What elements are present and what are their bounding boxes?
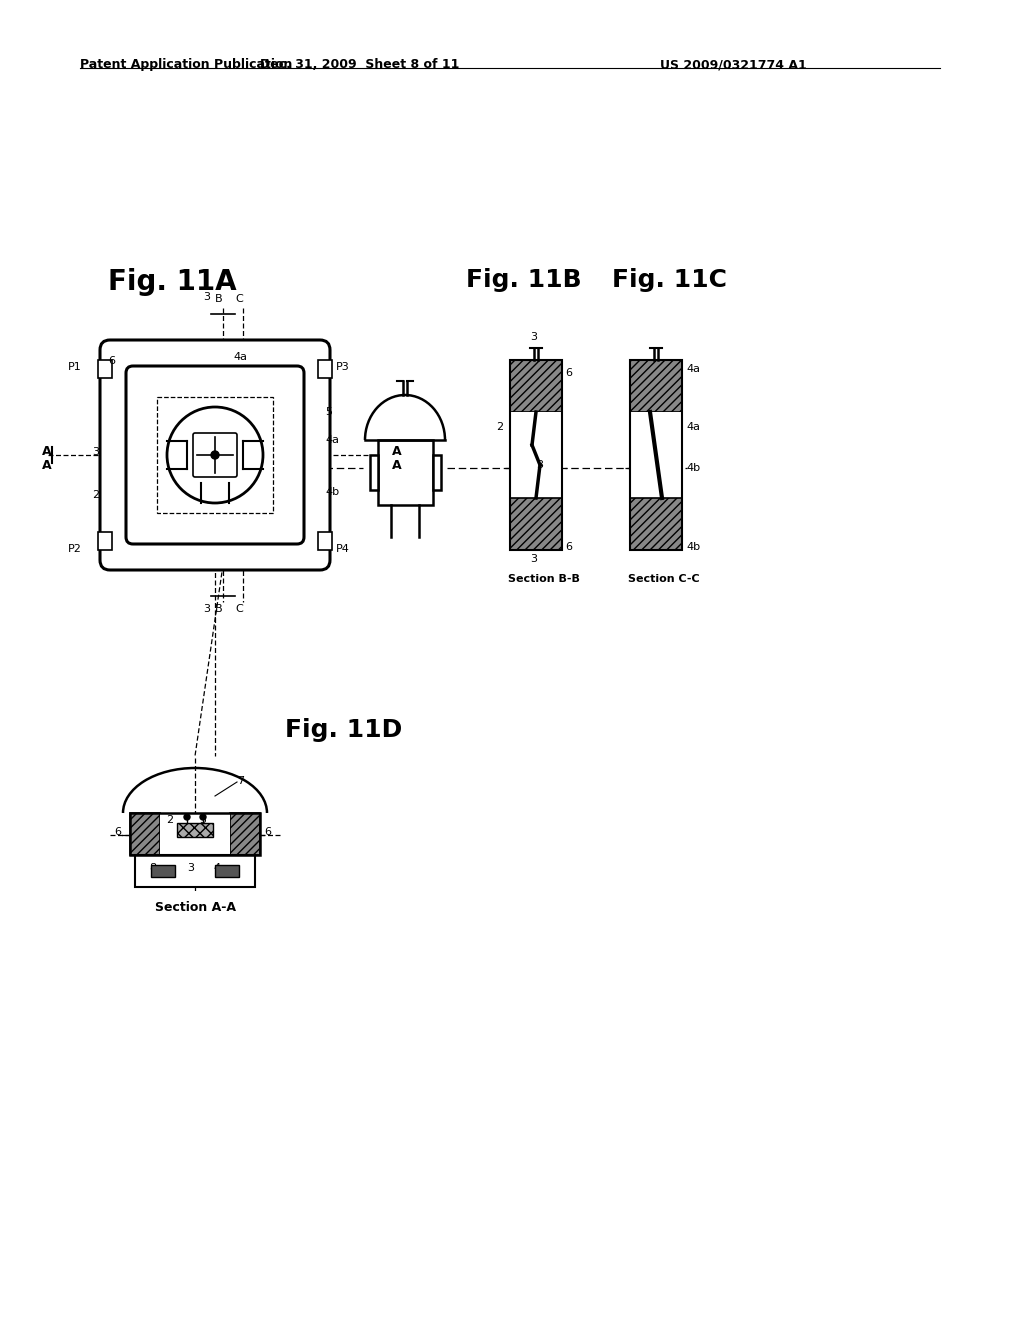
- Bar: [130, 813, 260, 855]
- Text: 4a: 4a: [686, 422, 700, 432]
- Bar: [630, 360, 682, 550]
- Text: 3: 3: [92, 447, 99, 457]
- Bar: [510, 360, 562, 550]
- Bar: [630, 412, 682, 498]
- Bar: [177, 822, 213, 837]
- FancyBboxPatch shape: [100, 341, 330, 570]
- Text: 5: 5: [325, 407, 332, 417]
- Circle shape: [200, 814, 206, 820]
- Text: 6: 6: [264, 828, 271, 837]
- Text: 2: 2: [496, 422, 503, 432]
- Text: Fig. 11C: Fig. 11C: [612, 268, 727, 292]
- Bar: [432, 455, 440, 490]
- FancyBboxPatch shape: [193, 433, 237, 477]
- FancyBboxPatch shape: [126, 366, 304, 544]
- Text: 3: 3: [530, 333, 538, 342]
- Text: Section B-B: Section B-B: [508, 574, 580, 583]
- Text: C: C: [236, 605, 243, 614]
- Text: 4a: 4a: [686, 364, 700, 374]
- Text: Fig. 11D: Fig. 11D: [285, 718, 402, 742]
- Text: Dec. 31, 2009  Sheet 8 of 11: Dec. 31, 2009 Sheet 8 of 11: [260, 58, 460, 71]
- Bar: [98, 360, 112, 378]
- Text: 6: 6: [108, 356, 115, 366]
- Text: P1: P1: [68, 362, 82, 372]
- Bar: [510, 498, 562, 550]
- Text: 4b: 4b: [686, 463, 700, 473]
- Bar: [230, 813, 260, 855]
- Text: 4b: 4b: [325, 487, 339, 498]
- Bar: [378, 440, 432, 506]
- Bar: [130, 813, 160, 855]
- Bar: [370, 455, 378, 490]
- Text: 4: 4: [213, 863, 220, 873]
- Text: 8: 8: [150, 863, 156, 873]
- Text: 2: 2: [92, 490, 99, 500]
- Bar: [215, 865, 239, 876]
- Text: 6: 6: [114, 828, 121, 837]
- Text: P2: P2: [68, 544, 82, 554]
- Text: B: B: [215, 605, 223, 614]
- Bar: [318, 532, 332, 550]
- Text: A: A: [42, 459, 51, 473]
- Text: A: A: [42, 445, 51, 458]
- Bar: [630, 360, 682, 412]
- Bar: [318, 360, 332, 378]
- Text: Fig. 11A: Fig. 11A: [108, 268, 237, 296]
- Text: US 2009/0321774 A1: US 2009/0321774 A1: [660, 58, 807, 71]
- Bar: [157, 397, 273, 513]
- Bar: [160, 813, 230, 855]
- Text: 3: 3: [530, 554, 538, 564]
- Text: Section C-C: Section C-C: [628, 574, 699, 583]
- Circle shape: [184, 814, 190, 820]
- Text: B: B: [215, 294, 223, 304]
- Text: 4a: 4a: [325, 436, 339, 445]
- Text: 2: 2: [166, 814, 173, 825]
- Bar: [630, 498, 682, 550]
- Bar: [151, 865, 175, 876]
- Circle shape: [211, 451, 219, 459]
- Text: 7: 7: [237, 776, 244, 785]
- Text: Patent Application Publication: Patent Application Publication: [80, 58, 293, 71]
- Text: 6: 6: [565, 543, 572, 552]
- Text: C: C: [236, 294, 243, 304]
- Text: Section A-A: Section A-A: [155, 902, 236, 913]
- Text: 6: 6: [565, 368, 572, 378]
- Text: 3: 3: [204, 605, 211, 614]
- Text: 4b: 4b: [686, 543, 700, 552]
- Text: 4a: 4a: [233, 352, 247, 362]
- Bar: [510, 360, 562, 412]
- Bar: [510, 412, 562, 498]
- Text: 5: 5: [199, 814, 206, 825]
- Text: 3: 3: [187, 863, 194, 873]
- Text: P3: P3: [336, 362, 350, 372]
- Text: A: A: [392, 445, 401, 458]
- Text: Fig. 11B: Fig. 11B: [466, 268, 582, 292]
- Bar: [135, 855, 255, 887]
- Text: 3: 3: [536, 459, 543, 470]
- Text: A: A: [392, 459, 401, 473]
- Text: 3: 3: [204, 292, 211, 302]
- Bar: [98, 532, 112, 550]
- Text: P4: P4: [336, 544, 350, 554]
